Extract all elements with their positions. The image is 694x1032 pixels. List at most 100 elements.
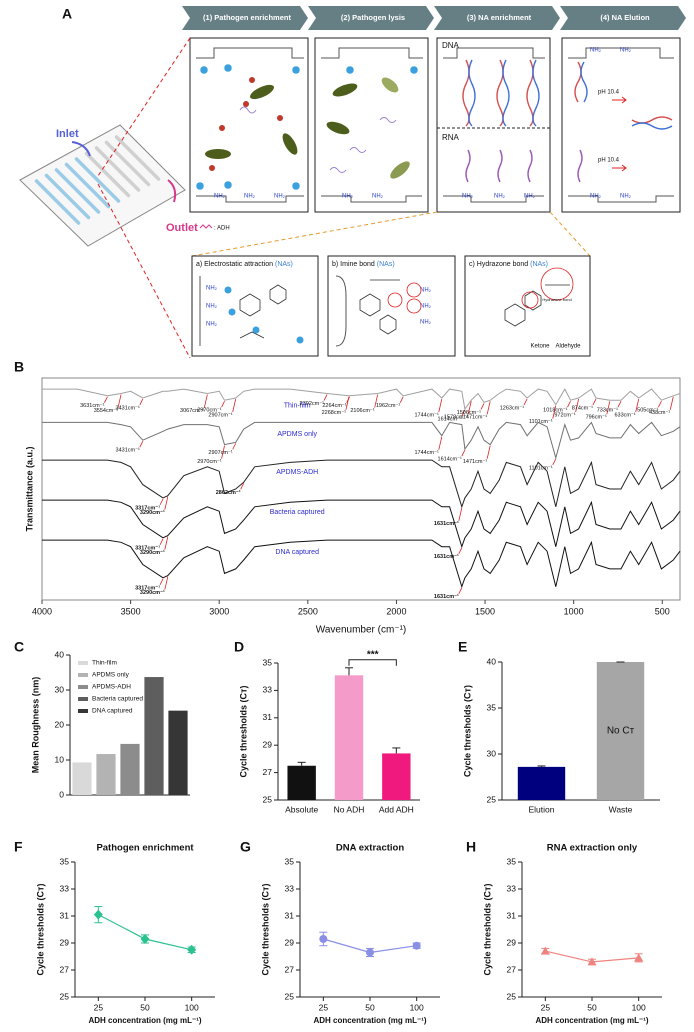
outlet-arrow [167,179,177,203]
x-tick-label: No ADH [334,804,365,814]
debris [239,106,397,173]
chart: F Pathogen enrichment Cycle thresholds (Cᴛ… [14,839,215,1025]
adh-legend: : ADH [214,226,230,232]
bar [287,765,316,800]
y-tick-label: 40 [487,656,497,666]
significance-label: *** [367,649,379,660]
marker [366,948,374,957]
y-axis-label: Cycle thresholds (Cᴛ) [260,884,270,976]
ketone-label: Ketone [530,344,550,350]
step-header [308,6,434,30]
peak-label: 2970cm⁻¹ [197,408,221,414]
surface-group: NH₂ [244,194,256,200]
peak-arrow [159,538,164,546]
series-label: DNA captured [275,549,319,556]
surface-group: NH₂ [274,194,286,200]
peak-label: 1614cm⁻¹ [438,417,462,423]
peak-label: 1631cm⁻¹ [434,553,459,560]
x-tick-label: 50 [587,1002,597,1012]
surface-group: NH₂ [590,48,602,54]
peak-label: 1631cm⁻¹ [434,520,459,527]
peak-arrow [164,496,169,510]
peak-arrow [221,401,225,408]
zoom-line [191,211,591,257]
y-tick-label: 30 [487,748,497,758]
line [98,914,192,951]
legend-swatch [78,673,88,677]
x-tick-label: Waste [609,804,633,814]
peak-label: 972cm⁻¹ [554,412,575,418]
peak-label: 3431cm⁻¹ [116,405,140,411]
peak-arrow [374,394,379,408]
molecule [239,267,574,339]
peak-label: 3290cm⁻¹ [140,509,165,516]
peak-label: 633cm⁻¹ [614,412,635,418]
y-tick-label: 35 [60,856,70,866]
peak-label: 1471cm⁻¹ [463,415,487,421]
mechanism-box [464,255,591,357]
channel-wall [568,47,674,203]
peak-arrow [159,578,164,585]
surface-group: NH₂ [462,194,474,200]
marker [540,946,550,955]
legend-label: APDMS-ADH [92,684,131,691]
peak-label: 874cm⁻¹ [572,405,593,411]
mechanism-tag: (NAs) [275,261,293,268]
x-tick-label: 3500 [121,606,141,616]
bar [596,662,645,800]
peak-arrow [461,449,466,457]
y-tick-label: 0 [59,789,64,799]
peak-label: 2907cm⁻¹ [208,450,232,456]
peak-label: 1631cm⁻¹ [434,593,459,600]
step-label: (1) Pathogen enrichment [203,13,291,22]
bar [334,675,364,800]
marker [634,953,644,962]
peak-label: 2264cm⁻¹ [322,403,346,409]
mechanism-title: b) Imine bond (NAs) [332,261,395,268]
peak-label: 3317cm⁻¹ [135,504,160,511]
y-tick-label: 27 [507,964,517,974]
bar [517,766,566,800]
mechanism-name: b) Imine bond [332,261,375,268]
surface-group: NH₂ [420,304,432,310]
peak-label: 438cm⁻¹ [649,410,670,416]
mechanism-tag: (NAs) [530,261,548,268]
peak-arrow [658,401,662,408]
peak-label: 1578cm⁻¹ [444,415,468,421]
peak-arrow [240,483,245,490]
chart: C Mean Roughness (nm) 0 10 20 30 40 Thin-film AP… [14,639,190,799]
peak-arrow [606,401,611,415]
peak-arrow [592,398,597,406]
peak-arrow [458,587,463,594]
surface-group: NH₂ [206,322,218,328]
channel-wall [321,47,423,203]
peak-label: 1018cm⁻¹ [543,408,567,414]
inlet-label: Inlet [56,128,79,140]
peak-arrow [480,403,485,410]
peak-label: 1263cm⁻¹ [500,405,524,411]
peak-arrow [104,396,108,403]
peak-arrow [203,394,208,408]
peak-arrow [575,398,580,413]
peak-arrow [346,396,351,403]
y-tick-label: 29 [285,937,295,947]
marker [412,941,421,950]
peak-label: 2970cm⁻¹ [197,459,221,465]
y-tick-label: 25 [285,991,295,1001]
peak-label: 733cm⁻¹ [597,408,618,414]
peak-arrow [438,436,443,450]
surface-group: NH₂ [420,288,432,294]
peak-label: 3317cm⁻¹ [135,584,160,591]
y-tick-label: 35 [285,856,295,866]
spectrum [42,539,681,589]
y-tick-label: 27 [60,964,70,974]
spectrum [42,459,681,509]
x-tick-label: 1500 [475,606,495,616]
bar [72,762,92,795]
peak-arrow [399,396,404,403]
peak-arrow [139,398,144,406]
zoom-line [97,37,191,359]
y-axis-label: Cycle thresholds (Cᴛ) [238,686,248,778]
y-tick-label: 33 [60,883,70,893]
y-axis-label: Transmittance (a.u.) [24,446,34,531]
